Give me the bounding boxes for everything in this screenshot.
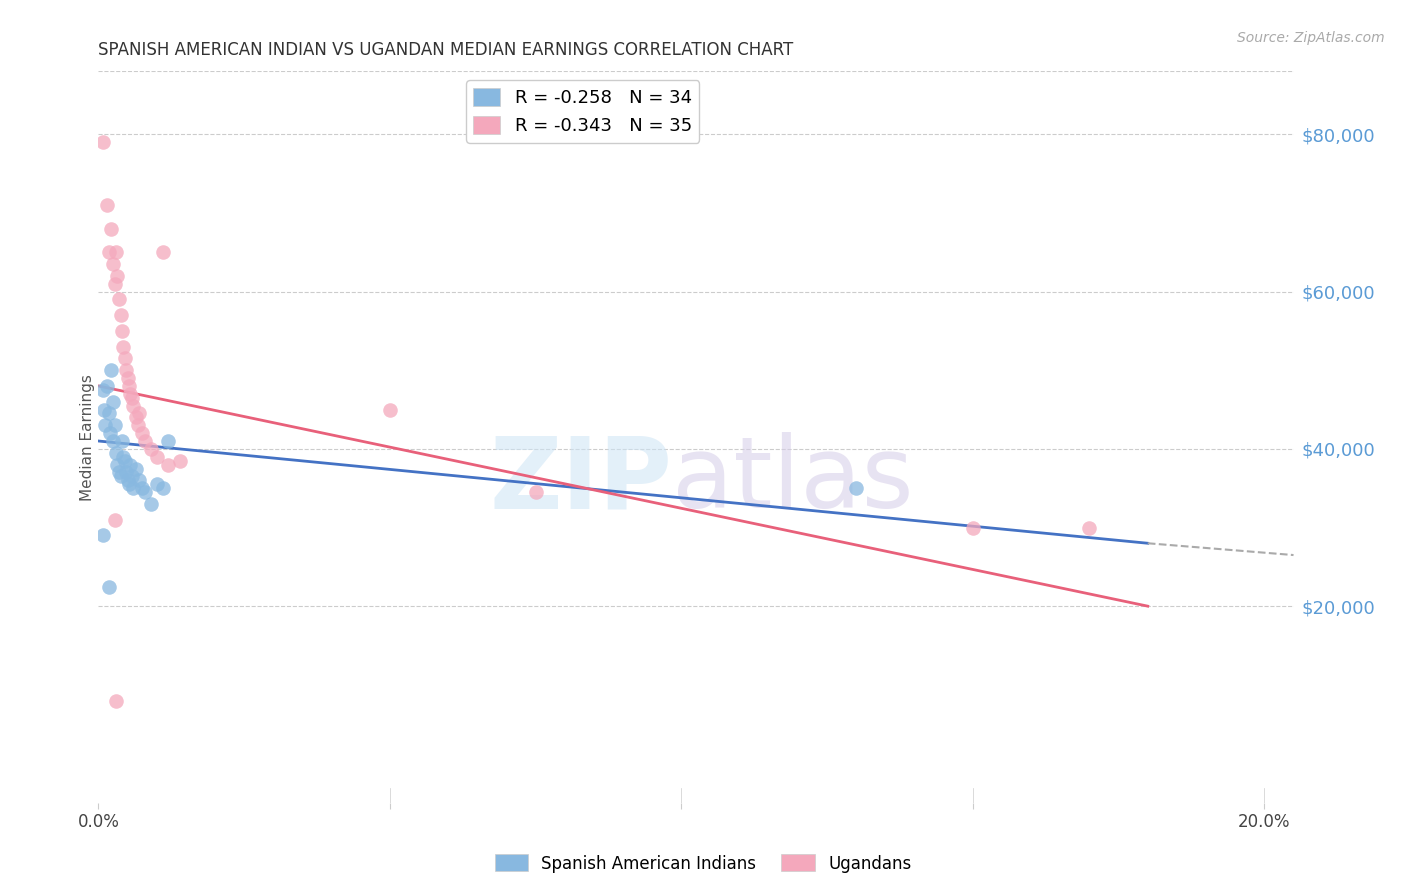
Point bbox=[115, 363, 138, 377]
Point bbox=[134, 485, 156, 500]
Point bbox=[94, 418, 117, 433]
Point bbox=[111, 450, 134, 464]
Point bbox=[97, 580, 120, 594]
Point bbox=[128, 407, 150, 421]
Point bbox=[125, 461, 148, 475]
Point bbox=[131, 481, 153, 495]
Point bbox=[110, 308, 132, 322]
Point bbox=[118, 477, 141, 491]
Point bbox=[100, 363, 122, 377]
Point bbox=[108, 293, 131, 307]
Point bbox=[139, 497, 162, 511]
Point bbox=[96, 198, 118, 212]
Point bbox=[111, 324, 134, 338]
Point bbox=[117, 371, 139, 385]
Point bbox=[96, 379, 118, 393]
Y-axis label: Median Earnings: Median Earnings bbox=[80, 374, 94, 500]
Point bbox=[139, 442, 162, 456]
Point bbox=[524, 485, 547, 500]
Text: ZIP: ZIP bbox=[489, 433, 672, 530]
Text: Source: ZipAtlas.com: Source: ZipAtlas.com bbox=[1237, 31, 1385, 45]
Point bbox=[104, 446, 127, 460]
Point bbox=[157, 458, 180, 472]
Point bbox=[117, 473, 139, 487]
Point bbox=[104, 277, 127, 291]
Point bbox=[114, 453, 136, 467]
Point bbox=[1078, 520, 1101, 534]
Point bbox=[145, 477, 167, 491]
Point bbox=[134, 434, 156, 448]
Point bbox=[101, 257, 124, 271]
Point bbox=[93, 402, 115, 417]
Point bbox=[104, 693, 127, 707]
Point bbox=[108, 466, 131, 480]
Point bbox=[97, 407, 120, 421]
Point bbox=[115, 466, 138, 480]
Point bbox=[145, 450, 167, 464]
Point bbox=[91, 383, 114, 397]
Point bbox=[127, 418, 149, 433]
Point bbox=[110, 469, 132, 483]
Legend: R = -0.258   N = 34, R = -0.343   N = 35: R = -0.258 N = 34, R = -0.343 N = 35 bbox=[465, 80, 699, 143]
Point bbox=[104, 245, 127, 260]
Point bbox=[121, 391, 143, 405]
Point bbox=[100, 221, 122, 235]
Point bbox=[101, 434, 124, 448]
Point bbox=[111, 434, 134, 448]
Point bbox=[962, 520, 984, 534]
Point bbox=[104, 418, 127, 433]
Point bbox=[122, 481, 145, 495]
Point bbox=[91, 135, 114, 149]
Point bbox=[97, 245, 120, 260]
Point bbox=[152, 245, 174, 260]
Point bbox=[105, 268, 128, 283]
Point bbox=[120, 458, 142, 472]
Point bbox=[91, 528, 114, 542]
Point bbox=[121, 469, 143, 483]
Point bbox=[152, 481, 174, 495]
Point bbox=[845, 481, 868, 495]
Point bbox=[122, 399, 145, 413]
Point bbox=[131, 426, 153, 441]
Point bbox=[378, 402, 401, 417]
Text: atlas: atlas bbox=[672, 433, 914, 530]
Point bbox=[105, 458, 128, 472]
Point bbox=[128, 473, 150, 487]
Point bbox=[111, 340, 134, 354]
Point bbox=[118, 379, 141, 393]
Point bbox=[104, 513, 127, 527]
Point bbox=[101, 394, 124, 409]
Point bbox=[125, 410, 148, 425]
Point bbox=[157, 434, 180, 448]
Point bbox=[120, 387, 142, 401]
Text: SPANISH AMERICAN INDIAN VS UGANDAN MEDIAN EARNINGS CORRELATION CHART: SPANISH AMERICAN INDIAN VS UGANDAN MEDIA… bbox=[98, 41, 793, 59]
Point bbox=[114, 351, 136, 366]
Legend: Spanish American Indians, Ugandans: Spanish American Indians, Ugandans bbox=[488, 847, 918, 880]
Point bbox=[98, 426, 121, 441]
Point bbox=[169, 453, 191, 467]
